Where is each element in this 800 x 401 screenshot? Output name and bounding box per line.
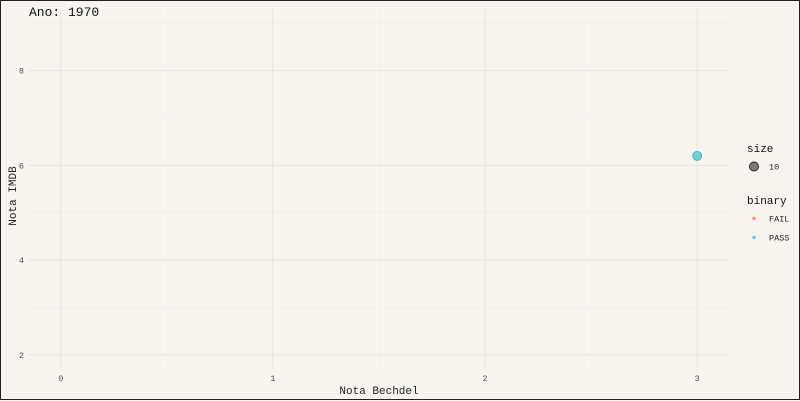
legend-key-binary [752, 216, 756, 221]
axis-ticks: 0 1 2 3 2 4 6 8 [19, 67, 700, 384]
data-point [692, 150, 703, 161]
x-tick-label: 0 [58, 374, 63, 384]
legend-title: size [747, 144, 773, 156]
grid-lines [29, 9, 729, 369]
x-axis-title: Nota Bechdel [339, 386, 418, 398]
x-tick-label: 3 [695, 374, 700, 384]
data-points [692, 150, 703, 161]
legend-key-binary [752, 235, 756, 240]
y-tick-label: 2 [19, 351, 24, 361]
legend: size 10 binary FAIL PASS [747, 144, 789, 244]
y-tick-label: 8 [19, 67, 24, 77]
y-tick-label: 6 [19, 161, 24, 171]
y-axis-title: Nota IMDB [8, 166, 20, 226]
legend-entry-label: 10 [769, 163, 779, 173]
y-tick-label: 4 [19, 256, 24, 266]
x-tick-label: 2 [483, 374, 488, 384]
x-tick-label: 1 [270, 374, 275, 384]
legend-title: binary [747, 196, 787, 208]
plot-title: Ano: 1970 [29, 5, 99, 20]
legend-key-size [749, 161, 759, 172]
legend-entry-label: PASS [769, 234, 789, 244]
legend-entry-label: FAIL [769, 215, 789, 225]
